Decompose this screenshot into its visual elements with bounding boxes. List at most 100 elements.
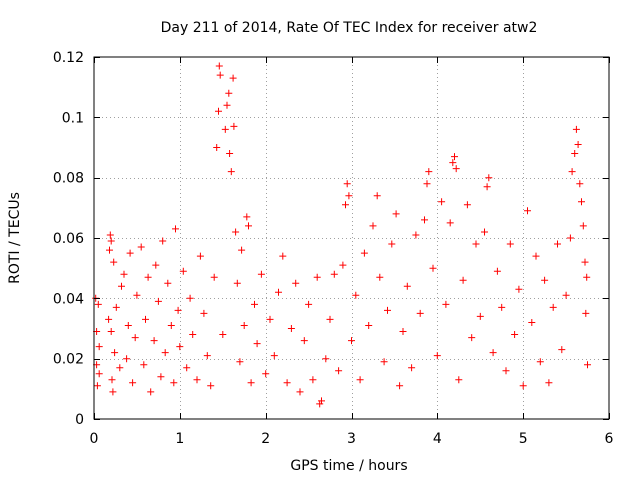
data-point (345, 192, 353, 200)
data-point (376, 273, 384, 281)
data-point (247, 379, 255, 387)
data-point (112, 303, 120, 311)
data-point (326, 315, 334, 323)
data-point (124, 322, 132, 329)
data-point (144, 273, 152, 281)
data-point (266, 315, 274, 323)
data-point (425, 168, 433, 176)
data-point (110, 258, 118, 266)
data-point (164, 279, 172, 287)
data-point (572, 125, 580, 133)
data-point (558, 346, 566, 354)
data-point (369, 222, 377, 230)
x-tick-label: 5 (519, 431, 528, 447)
data-point (213, 144, 221, 151)
data-point (571, 150, 579, 157)
data-point (485, 174, 493, 182)
data-point (399, 328, 407, 335)
data-point (449, 159, 457, 167)
data-point (489, 349, 497, 357)
x-tick-label: 1 (175, 431, 184, 447)
y-tick-label: 0 (75, 412, 84, 428)
data-point (227, 168, 235, 176)
y-tick-label: 0.06 (53, 231, 84, 247)
data-point (111, 349, 119, 357)
data-point (455, 376, 463, 384)
data-point (421, 216, 428, 224)
data-point (172, 225, 179, 233)
data-point (126, 249, 134, 257)
data-point (233, 279, 241, 287)
data-point (106, 231, 114, 239)
data-point (236, 358, 244, 366)
data-point (223, 101, 231, 109)
data-point (170, 379, 178, 387)
x-tick-label: 4 (433, 431, 442, 447)
data-point (481, 228, 488, 236)
data-point (519, 382, 527, 390)
data-point (322, 355, 330, 363)
data-point (296, 388, 304, 396)
data-point (95, 370, 103, 378)
data-point (545, 379, 553, 387)
y-tick-label: 0.02 (53, 352, 84, 368)
y-axis-label: ROTI / TECUs (7, 192, 23, 284)
data-point (574, 141, 582, 148)
data-point (352, 291, 360, 299)
data-point (230, 122, 238, 130)
data-point (452, 165, 460, 173)
data-point (238, 246, 246, 254)
x-axis-label: GPS time / hours (290, 458, 407, 474)
data-point (189, 331, 197, 338)
data-point (360, 249, 368, 257)
x-tick-labels: 0 1 2 3 4 5 6 (90, 431, 614, 447)
data-point (562, 291, 570, 299)
data-point (210, 273, 218, 281)
data-point (147, 388, 155, 396)
data-point (532, 252, 540, 260)
data-point (468, 334, 476, 342)
data-point (106, 246, 113, 254)
data-point (193, 376, 201, 384)
data-point (137, 243, 145, 251)
data-point (528, 319, 536, 326)
data-point (245, 222, 252, 230)
data-point (95, 343, 103, 351)
data-point (221, 125, 229, 133)
x-tick-label: 6 (605, 431, 614, 447)
data-point (262, 370, 270, 378)
data-point (179, 267, 187, 275)
data-point (524, 207, 531, 215)
data-point (229, 74, 237, 82)
data-point (225, 89, 233, 97)
data-point (196, 252, 204, 260)
data-point (549, 303, 557, 311)
data-point (131, 334, 139, 342)
data-point (343, 180, 351, 188)
data-point (300, 337, 308, 345)
data-point (109, 388, 117, 396)
x-tick-label: 3 (347, 431, 356, 447)
data-point (216, 71, 224, 79)
data-point (120, 270, 128, 278)
data-point (554, 240, 561, 248)
data-point (396, 382, 404, 390)
data-point (123, 355, 131, 363)
data-point (330, 270, 338, 278)
data-point (257, 270, 265, 278)
data-point (283, 379, 291, 387)
data-point (416, 309, 424, 317)
data-point (105, 315, 113, 323)
data-point (94, 300, 102, 308)
data-point (438, 198, 446, 206)
data-point (243, 213, 251, 221)
data-point (459, 276, 467, 284)
data-point (313, 273, 321, 281)
data-point (309, 376, 317, 384)
data-point (316, 400, 324, 408)
data-point (423, 180, 431, 188)
data-point (403, 282, 411, 290)
data-point (582, 309, 590, 317)
